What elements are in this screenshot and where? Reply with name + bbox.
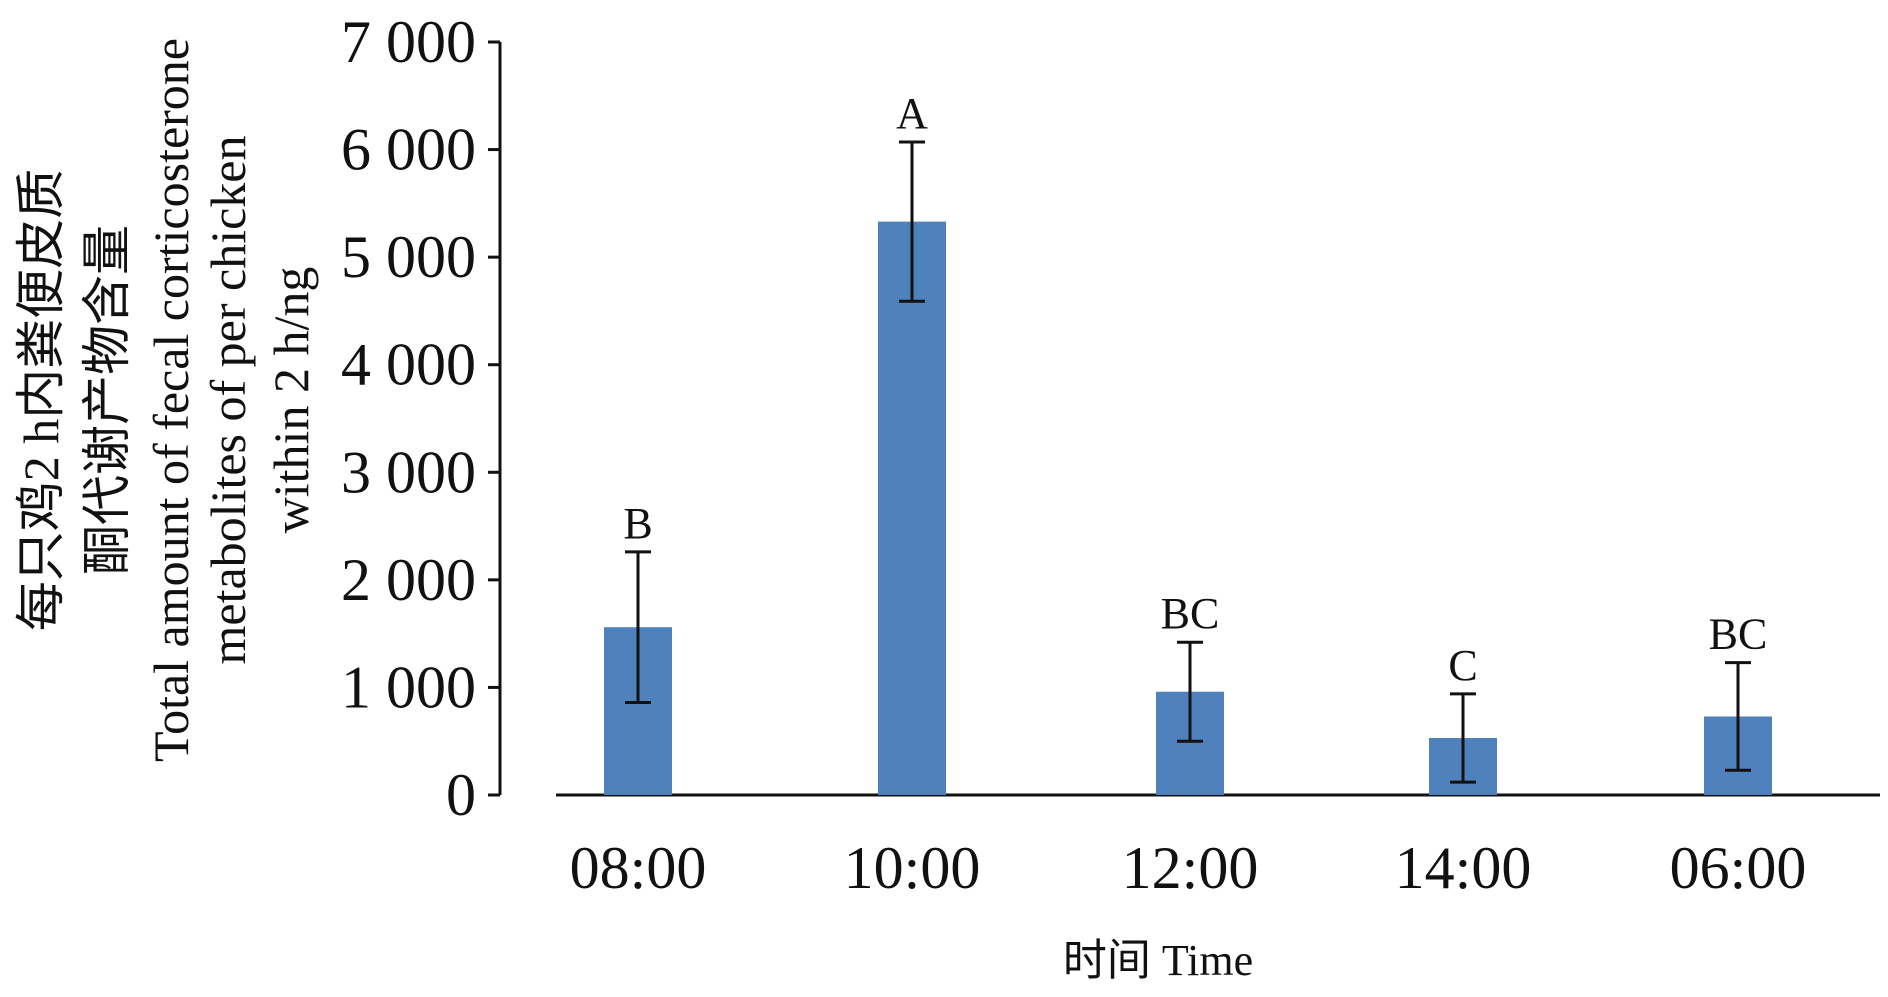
significance-letters: B A BC C BC <box>623 89 1767 690</box>
y-axis-title-group: 每只鸡2 h内粪便皮质 酮代谢产物含量 Total amount of feca… <box>13 38 319 762</box>
significance-letter: A <box>896 89 928 138</box>
y-tick-label: 5 000 <box>341 224 476 290</box>
y-tick-label: 2 000 <box>341 547 476 613</box>
y-tick-label: 7 000 <box>341 9 476 75</box>
y-axis-title-line-2: 酮代谢产物含量 <box>79 225 135 575</box>
y-axis-ticks: 0 1 000 2 000 3 000 4 000 5 000 6 000 7 000 <box>341 9 500 828</box>
x-tick-label: 12:00 <box>1122 835 1259 901</box>
y-axis-title-line-1: 每只鸡2 h内粪便皮质 <box>13 169 69 632</box>
y-axis-title-line-3: Total amount of fecal corticosterone <box>143 38 199 762</box>
bar <box>878 221 946 795</box>
y-axis-title-line-4: metabolites of per chicken <box>200 136 256 665</box>
y-tick-label: 3 000 <box>341 439 476 505</box>
significance-letter: B <box>623 499 652 548</box>
significance-letter: BC <box>1709 610 1768 659</box>
x-axis-title: 时间 Time <box>1063 936 1253 985</box>
x-tick-label: 06:00 <box>1670 835 1807 901</box>
bars <box>604 221 1772 795</box>
x-tick-label: 08:00 <box>570 835 707 901</box>
x-tick-label: 10:00 <box>844 835 981 901</box>
y-tick-label: 0 <box>446 762 476 828</box>
x-axis-categories: 08:00 10:00 12:00 14:00 06:00 <box>570 835 1807 901</box>
significance-letter: BC <box>1161 589 1220 638</box>
significance-letter: C <box>1448 641 1477 690</box>
y-tick-label: 6 000 <box>341 117 476 183</box>
y-tick-label: 1 000 <box>341 654 476 720</box>
error-bars <box>625 140 1751 784</box>
y-axis-title-line-5: within 2 h/ng <box>263 267 319 534</box>
y-tick-label: 4 000 <box>341 332 476 398</box>
x-tick-label: 14:00 <box>1395 835 1532 901</box>
